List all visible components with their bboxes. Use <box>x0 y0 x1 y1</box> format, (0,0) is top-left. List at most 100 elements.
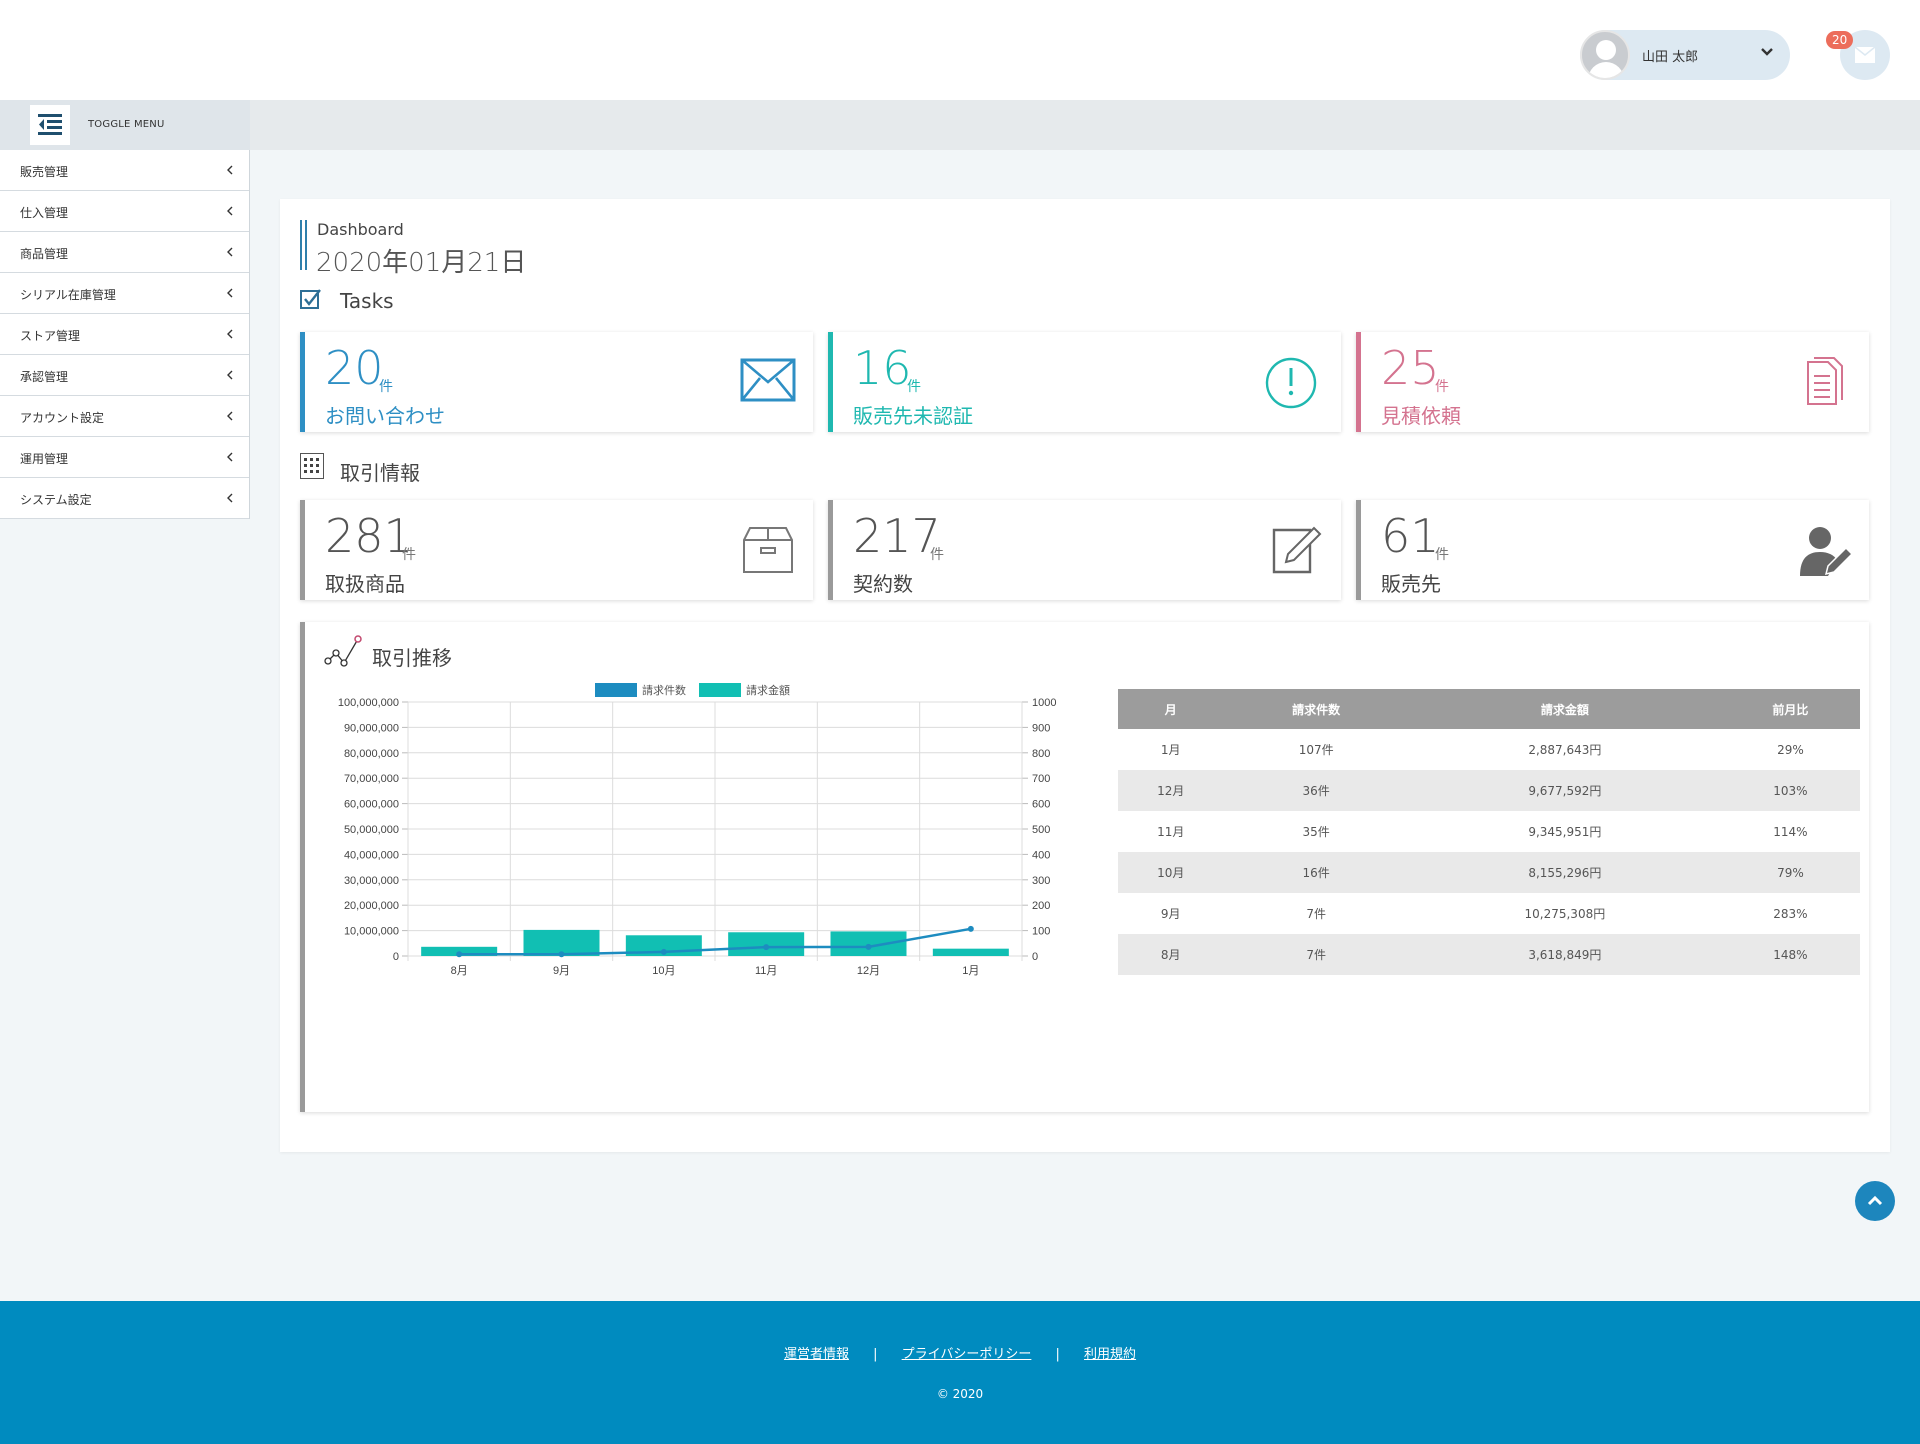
table-cell: 35件 <box>1302 825 1330 839</box>
card-unit: 件 <box>1435 379 1449 395</box>
line-point <box>763 944 770 951</box>
tasks-card[interactable]: 20 件お問い合わせ <box>300 332 813 432</box>
chevron-down-icon <box>1761 48 1773 56</box>
footer-separator: | <box>873 1347 878 1362</box>
toggle-menu-bar[interactable]: TOGGLE MENU <box>0 100 250 150</box>
y-left-tick-label: 50,000,000 <box>344 824 399 836</box>
copyright: © 2020 <box>936 1387 984 1401</box>
operator-info-link[interactable]: 運営者情報 <box>783 1347 849 1362</box>
transactions-card[interactable]: 217 件契約数 <box>828 500 1341 600</box>
sub-header-strip <box>250 100 1920 150</box>
terms-link[interactable]: 利用規約 <box>1084 1347 1137 1362</box>
table-cell: 107件 <box>1298 743 1334 757</box>
sidebar-item[interactable]: 販売管理 <box>0 150 249 191</box>
card-accent <box>1356 500 1361 600</box>
sidebar-item-label: 運用管理 <box>20 452 69 466</box>
envelope-icon <box>740 358 796 402</box>
title-accent <box>300 220 308 270</box>
chevron-left-icon <box>227 329 233 339</box>
sidebar-item[interactable]: ストア管理 <box>0 314 249 355</box>
chevron-left-icon <box>227 411 233 421</box>
table-cell: 10月 <box>1118 852 1224 893</box>
card-label: お問い合わせ <box>325 404 445 428</box>
y-right-tick-label: 400 <box>1032 849 1050 861</box>
envelope-icon <box>1855 47 1875 63</box>
chevron-left-icon <box>227 165 233 175</box>
sidebar-item[interactable]: システム設定 <box>0 478 249 519</box>
sidebar-item[interactable]: シリアル在庫管理 <box>0 273 249 314</box>
legend-swatch <box>699 683 741 697</box>
card-label: 販売先 <box>1381 572 1441 596</box>
card-unit: 件 <box>907 379 921 395</box>
card-unit: 件 <box>1435 547 1449 563</box>
x-tick-label: 11月 <box>755 965 777 977</box>
trend-table: 月請求件数 請求金額 前月比 1月 107件 2,887,643円 29% 12月 36件 9,… <box>1118 689 1860 975</box>
sidebar-item[interactable]: 商品管理 <box>0 232 249 273</box>
toggle-menu-button[interactable] <box>30 105 70 145</box>
legend-label: 請求金額 <box>746 683 790 697</box>
table-cell: 9,677,592円 <box>1408 770 1721 811</box>
table-cell: 16件 <box>1223 852 1409 893</box>
user-name: 山田 太郎 <box>1642 50 1699 65</box>
table-cell: 1月 <box>1160 743 1181 757</box>
table-cell: 2,887,643円 <box>1528 743 1602 757</box>
table-cell: 36件 <box>1223 770 1409 811</box>
sidebar-item-label: アカウント設定 <box>20 411 105 425</box>
card-accent <box>1356 332 1361 432</box>
privacy-policy-link[interactable]: プライバシーポリシー <box>901 1347 1032 1362</box>
chevron-left-icon <box>227 206 233 216</box>
table-row: 11月 35件 9,345,951円 114% <box>1118 811 1860 852</box>
page-subtitle: Dashboard <box>317 220 404 239</box>
transactions-card[interactable]: 61 件販売先 <box>1356 500 1869 600</box>
user-menu[interactable]: 山田 太郎 <box>1580 30 1790 80</box>
document-icon <box>1807 357 1843 405</box>
card-count: 61 <box>1381 509 1440 563</box>
scroll-to-top-button[interactable] <box>1855 1181 1895 1221</box>
chevron-left-icon <box>227 247 233 257</box>
table-cell: 29% <box>1777 742 1804 757</box>
sidebar-item-label: 販売管理 <box>20 165 69 179</box>
footer-separator: | <box>1055 1347 1060 1362</box>
card-count: 217 <box>853 509 941 563</box>
trend-card: 取引推移 請求件数 請求金額 0 0 10,000,000 100 20,000,000 20… <box>300 622 1869 1112</box>
tasks-card[interactable]: 25 件見積依頼 <box>1356 332 1869 432</box>
sidebar-item[interactable]: 仕入管理 <box>0 191 249 232</box>
x-tick-label: 9月 <box>553 965 570 977</box>
card-unit: 件 <box>379 379 393 395</box>
table-cell: 103% <box>1720 770 1860 811</box>
grid-icon <box>300 453 324 479</box>
table-header-cell: 請求件数 <box>1223 689 1409 729</box>
x-tick-label: 1月 <box>962 965 979 977</box>
table-cell: 8月 <box>1118 934 1224 975</box>
table-cell: 3,618,849円 <box>1408 934 1721 975</box>
trend-heading: 取引推移 <box>372 646 452 670</box>
trend-line-icon <box>324 635 362 667</box>
y-left-tick-label: 80,000,000 <box>344 748 399 760</box>
sidebar-item-label: ストア管理 <box>20 329 81 343</box>
sidebar-item[interactable]: 承認管理 <box>0 355 249 396</box>
sidebar-item-label: シリアル在庫管理 <box>20 288 116 302</box>
table-cell: 10,275,308円 <box>1524 907 1606 921</box>
top-header: 山田 太郎 20 <box>0 0 1920 100</box>
line-point <box>967 925 974 932</box>
transactions-card[interactable]: 281 件取扱商品 <box>300 500 813 600</box>
y-left-tick-label: 30,000,000 <box>344 875 399 887</box>
notification-badge: 20 <box>1826 31 1854 49</box>
table-header-cell: 請求金額 <box>1408 689 1721 729</box>
x-tick-label: 12月 <box>857 965 880 977</box>
chevron-left-icon <box>227 452 233 462</box>
page-title: 2020年01月21日 <box>316 248 527 278</box>
sidebar-nav: 販売管理仕入管理 商品管理シリアル在庫管理 ストア管理承認管理アカウント設定 運用管理… <box>0 150 250 519</box>
tasks-card[interactable]: 16 件販売先未認証 <box>828 332 1341 432</box>
card-count: 20 <box>325 341 384 395</box>
table-cell: 7件 <box>1223 934 1409 975</box>
table-row: 9月 7件 10,275,308円 283% <box>1118 893 1860 934</box>
y-right-tick-label: 900 <box>1032 722 1050 734</box>
sidebar-item[interactable]: 運用管理 <box>0 437 249 478</box>
table-cell: 12月 <box>1118 770 1224 811</box>
y-left-tick-label: 100,000,000 <box>338 697 399 709</box>
y-left-tick-label: 40,000,000 <box>344 849 399 861</box>
sidebar-item[interactable]: アカウント設定 <box>0 396 249 437</box>
edit-icon <box>1272 526 1322 574</box>
y-left-tick-label: 70,000,000 <box>344 773 399 785</box>
